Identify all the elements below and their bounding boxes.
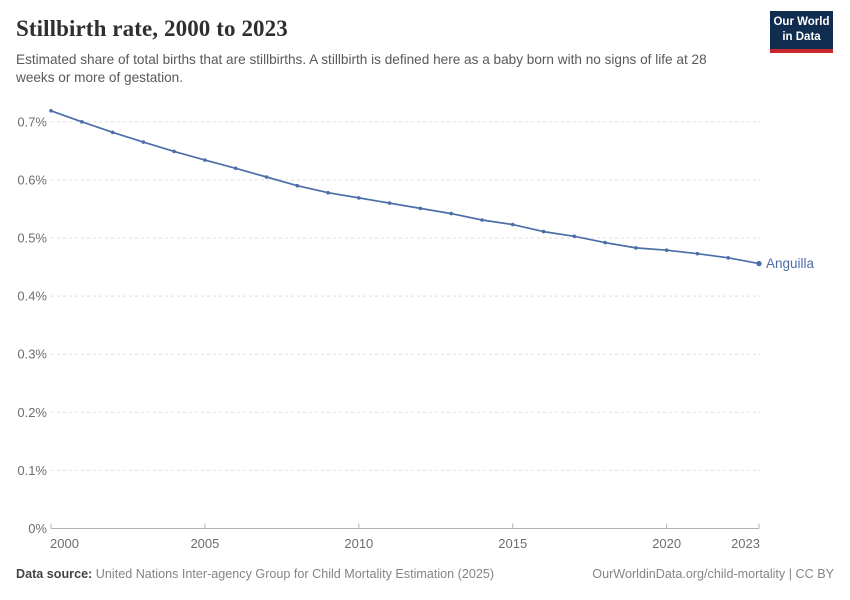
data-point[interactable] xyxy=(449,211,454,216)
chart-subtitle: Estimated share of total births that are… xyxy=(16,52,707,86)
chart-header: Stillbirth rate, 2000 to 2023 Estimated … xyxy=(16,16,756,88)
data-point[interactable] xyxy=(510,222,515,227)
y-tick-label: 0.6% xyxy=(17,172,47,187)
data-source-text: United Nations Inter-agency Group for Ch… xyxy=(95,567,495,581)
data-point[interactable] xyxy=(726,255,730,260)
y-tick-label: 0.1% xyxy=(17,463,47,478)
data-point[interactable] xyxy=(326,190,330,195)
data-point[interactable] xyxy=(480,218,484,222)
data-point[interactable] xyxy=(634,246,638,250)
data-point[interactable] xyxy=(295,183,300,188)
data-point[interactable] xyxy=(695,251,700,256)
data-point[interactable] xyxy=(541,229,546,234)
chart-title: Stillbirth rate, 2000 to 2023 xyxy=(16,16,288,41)
chart-footer: Data source: United Nations Inter-agency… xyxy=(16,567,834,581)
x-tick-label: 2000 xyxy=(50,536,79,551)
footer-link[interactable]: OurWorldinData.org/child-mortality | CC … xyxy=(592,567,834,581)
data-point[interactable] xyxy=(172,149,176,154)
data-point[interactable] xyxy=(203,158,207,162)
data-point[interactable] xyxy=(603,240,607,245)
data-point[interactable] xyxy=(141,140,146,144)
owid-logo-line2: in Data xyxy=(782,30,821,43)
data-source-label: Data source: xyxy=(16,567,93,581)
data-point[interactable] xyxy=(664,248,669,252)
x-tick-label: 2023 xyxy=(731,536,760,551)
x-tick-label: 2020 xyxy=(652,536,681,551)
y-tick-label: 0.5% xyxy=(17,231,47,246)
y-tick-label: 0.7% xyxy=(17,114,47,129)
data-point[interactable] xyxy=(264,175,269,179)
owid-logo[interactable]: Our World in Data xyxy=(770,11,833,53)
data-point[interactable] xyxy=(110,130,115,135)
y-tick-label: 0.4% xyxy=(17,289,47,304)
data-point[interactable] xyxy=(233,166,238,171)
data-source: Data source: United Nations Inter-agency… xyxy=(16,567,494,581)
data-point[interactable] xyxy=(357,196,361,200)
y-tick-label: 0.3% xyxy=(17,347,47,362)
data-point[interactable] xyxy=(387,201,392,205)
y-tick-label: 0.2% xyxy=(17,405,47,420)
data-point[interactable] xyxy=(572,234,577,239)
data-point[interactable] xyxy=(418,206,423,211)
x-tick-label: 2010 xyxy=(344,536,373,551)
owid-logo-line1: Our World xyxy=(773,16,830,28)
data-point[interactable] xyxy=(80,120,84,124)
x-tick-label: 2015 xyxy=(498,536,527,551)
x-tick-label: 2005 xyxy=(190,536,219,551)
data-point[interactable] xyxy=(49,109,53,113)
y-tick-label: 0% xyxy=(28,521,47,536)
data-point[interactable] xyxy=(756,260,762,267)
series-end-label: Anguilla xyxy=(766,256,815,271)
data-line[interactable] xyxy=(50,109,760,265)
